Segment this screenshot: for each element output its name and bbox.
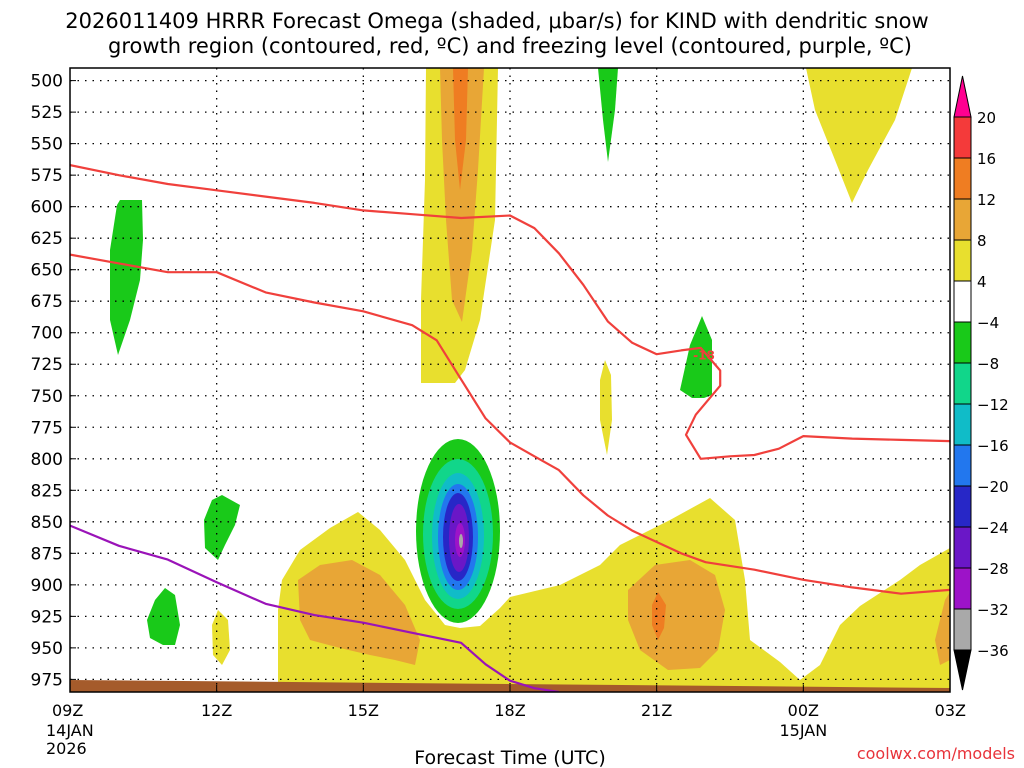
y-tick-label: 725: [31, 355, 63, 375]
plot-area: [70, 68, 950, 692]
contour-label: -18: [693, 348, 715, 362]
colorbar-label: −4: [977, 314, 999, 332]
colorbar-label: −8: [977, 355, 999, 373]
x-tick-label: 18Z: [494, 701, 525, 720]
colorbar-label: −28: [977, 560, 1009, 578]
colorbar-label: 12: [977, 191, 996, 209]
omega-region-ascent-b: [598, 68, 618, 162]
colorbar-label: −36: [977, 642, 1009, 660]
x-tick-label: 03Z: [935, 701, 966, 720]
y-tick-label: 850: [31, 513, 63, 533]
x-tick-sublabel: 14JAN: [46, 721, 94, 740]
x-tick-label: 09Z: [52, 701, 83, 720]
omega-region-low-descent: [278, 498, 950, 692]
y-tick-label: 800: [31, 450, 63, 470]
colorbar-label: 4: [977, 273, 987, 291]
omega-region-low-descent-core-b: [628, 560, 725, 670]
x-tick-label: 12Z: [201, 701, 232, 720]
colorbar-box: [953, 239, 972, 282]
colorbar-box: [953, 362, 972, 405]
omega-region-upper-descent: [806, 68, 912, 203]
colorbar-arrow-bottom: [953, 649, 972, 691]
omega-shading: [70, 68, 950, 692]
colorbar-box: [953, 157, 972, 200]
y-tick-label: 925: [31, 607, 63, 627]
colorbar-box: [953, 321, 972, 364]
colorbar-box: [953, 280, 972, 323]
y-tick-label: 750: [31, 387, 63, 407]
credit-text: coolwx.com/models: [857, 744, 1015, 763]
colorbar-label: −20: [977, 478, 1009, 496]
y-tick-label: 550: [31, 135, 63, 155]
colorbar-box: [953, 403, 972, 446]
omega-region-ascent-core-36: [459, 534, 463, 548]
omega-region-descent-column-max: [453, 68, 468, 190]
y-tick-label: 500: [31, 72, 63, 92]
colorbar-box: [953, 116, 972, 159]
y-tick-label: 650: [31, 261, 63, 281]
y-tick-label: 575: [31, 166, 63, 186]
omega-region-low-descent-max: [652, 592, 666, 640]
chart-title-line-1: 2026011409 HRRR Forecast Omega (shaded, …: [65, 9, 928, 33]
colorbar-label: 8: [977, 232, 987, 250]
omega-region-ascent-a: [110, 200, 143, 355]
colorbar-box: [953, 608, 972, 651]
y-tick-label: 975: [31, 670, 63, 690]
omega-region-ascent-e: [147, 588, 180, 645]
contour-lines: -18: [70, 164, 950, 692]
colorbar-label: −16: [977, 437, 1009, 455]
colorbar-box: [953, 444, 972, 487]
y-tick-label: 900: [31, 576, 63, 596]
omega-region-descent-column-core: [440, 68, 484, 322]
series-line-2: [70, 524, 560, 692]
colorbar-label: −32: [977, 601, 1009, 619]
y-axis: 500 525 550 575 600 625 650 675 700 725 750 775 800 8…: [31, 72, 76, 690]
omega-region-ascent-d: [204, 495, 240, 560]
colorbar-arrow-top: [953, 75, 972, 118]
chart-title-line-2: growth region (contoured, red, ºC) and f…: [108, 34, 912, 58]
colorbar-label: 20: [977, 109, 996, 127]
colorbar-box: [953, 485, 972, 528]
y-tick-label: 600: [31, 198, 63, 218]
colorbar-box: [953, 567, 972, 610]
y-tick-label: 875: [31, 544, 63, 564]
colorbar-label: −12: [977, 396, 1009, 414]
x-tick-label: 21Z: [641, 701, 672, 720]
omega-region-low-descent-core-a: [298, 560, 420, 665]
y-tick-label: 950: [31, 639, 63, 659]
x-tick-label: 15Z: [348, 701, 379, 720]
x-tick-sublabel: 15JAN: [779, 721, 827, 740]
y-tick-label: 775: [31, 418, 63, 438]
series-line-1: [70, 253, 950, 595]
omega-region-ascent-c: [680, 316, 712, 398]
y-tick-label: 675: [31, 292, 63, 312]
omega-region-low-descent-core-c: [935, 592, 950, 665]
colorbar-label: −24: [977, 519, 1009, 537]
omega-region-small-descent: [600, 360, 612, 455]
x-tick-sublabel: 2026: [46, 739, 87, 758]
y-tick-label: 525: [31, 103, 63, 123]
colorbar-box: [953, 198, 972, 241]
colorbar: 20 16 12 8 4 −4 −8 −12 −16 −20 −24 −28 −32 −36: [953, 75, 1009, 691]
y-tick-label: 825: [31, 481, 63, 501]
x-axis-title: Forecast Time (UTC): [414, 747, 605, 768]
series-line-0: [70, 164, 950, 460]
y-tick-label: 625: [31, 229, 63, 249]
y-tick-label: 700: [31, 324, 63, 344]
x-tick-label: 00Z: [788, 701, 819, 720]
colorbar-box: [953, 526, 972, 569]
colorbar-label: 16: [977, 150, 996, 168]
